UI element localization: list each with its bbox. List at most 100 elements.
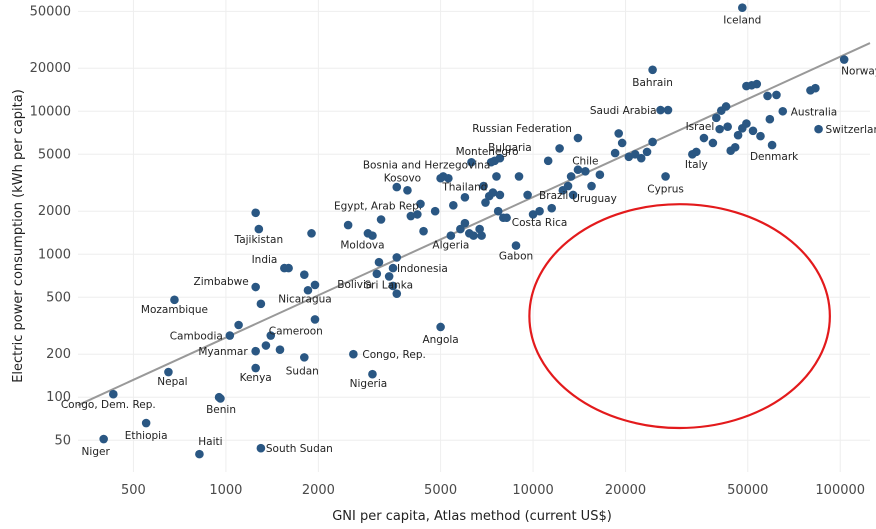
point-label: Myanmar: [198, 346, 248, 358]
x-axis-title: GNI per capita, Atlas method (current US…: [332, 509, 612, 524]
y-tick-label: 50000: [30, 4, 71, 19]
data-point: [99, 434, 108, 444]
data-point: [436, 322, 445, 332]
data-point: [460, 193, 470, 202]
point-label: Mozambique: [141, 304, 208, 316]
point-label: Cameroon: [269, 326, 323, 338]
data-point: [547, 203, 557, 213]
data-point: [723, 122, 732, 131]
data-point: [195, 449, 204, 459]
y-tick-label: 2000: [38, 204, 71, 219]
point-label: Russian Federation: [472, 123, 572, 135]
data-point: [581, 167, 590, 176]
data-point: [648, 65, 657, 75]
data-point: [748, 126, 758, 136]
data-point: [528, 210, 538, 219]
data-point: [587, 181, 596, 191]
point-label: Benin: [206, 404, 236, 416]
x-tick-label: 5000: [424, 483, 457, 498]
point-label: Sri Lanka: [365, 280, 414, 292]
y-tick-label: 200: [46, 347, 71, 362]
data-point: [610, 148, 620, 158]
data-point: [839, 55, 849, 64]
data-point: [752, 79, 762, 89]
data-point: [811, 83, 820, 93]
point-label: Cyprus: [647, 183, 684, 195]
data-point: [251, 282, 260, 292]
point-label: Haiti: [198, 436, 222, 448]
data-point: [384, 272, 394, 281]
annotation-layer: [528, 203, 831, 430]
data-point: [492, 172, 501, 181]
point-label: Saudi Arabia: [590, 105, 657, 117]
y-tick-label: 1000: [38, 247, 71, 262]
data-point: [661, 172, 670, 181]
data-point: [303, 285, 313, 295]
data-point: [234, 320, 243, 330]
point-label: Egypt, Arab Rep.: [334, 200, 422, 212]
data-point: [430, 206, 440, 216]
y-tick-label: 5000: [38, 147, 71, 162]
point-label: Cambodia: [170, 331, 223, 343]
data-point: [733, 130, 743, 140]
data-point: [343, 220, 353, 230]
data-point: [446, 231, 456, 240]
data-point: [310, 280, 320, 290]
data-point: [456, 224, 465, 234]
data-point: [251, 208, 260, 218]
data-point: [543, 156, 553, 166]
trend-line: [77, 42, 871, 407]
data-point: [403, 186, 412, 195]
data-point: [595, 170, 605, 180]
data-point: [742, 119, 751, 128]
data-point: [708, 138, 718, 148]
data-point: [251, 363, 260, 373]
point-label: Kosovo: [384, 172, 421, 184]
data-point: [392, 253, 402, 262]
data-point: [514, 172, 524, 181]
data-point: [481, 198, 490, 207]
data-point: [376, 215, 386, 224]
point-label: Italy: [685, 159, 708, 171]
data-point: [436, 173, 445, 183]
data-point: [568, 190, 578, 200]
annotation-ellipse: [528, 203, 831, 430]
point-label: Algeria: [432, 240, 469, 252]
y-tick-label: 50: [54, 433, 71, 448]
data-point: [256, 299, 266, 309]
data-point: [699, 133, 709, 143]
data-point: [251, 346, 260, 356]
data-point: [712, 113, 721, 123]
data-point: [765, 114, 775, 124]
data-point: [642, 147, 652, 157]
data-point: [814, 124, 823, 134]
data-point: [778, 106, 788, 116]
point-label: Bosnia and Herzegovina: [363, 159, 491, 171]
x-tick-label: 100000: [815, 483, 865, 498]
data-point: [614, 129, 623, 138]
data-point: [449, 200, 458, 210]
data-point: [555, 144, 564, 153]
data-point: [573, 165, 583, 175]
data-point: [469, 231, 478, 240]
data-point: [648, 137, 657, 147]
point-label: Tajikistan: [234, 234, 284, 246]
data-point: [767, 140, 777, 150]
point-label: Thailand: [441, 181, 487, 193]
data-point: [636, 153, 646, 163]
point-label: Indonesia: [397, 263, 448, 275]
point-label: Australia: [791, 106, 837, 118]
point-label: Switzerland: [826, 124, 876, 136]
data-point: [368, 231, 377, 240]
data-point: [261, 341, 271, 350]
point-label: Bulgaria: [488, 142, 532, 154]
data-point: [523, 190, 532, 200]
data-point: [756, 131, 765, 141]
point-label: Congo, Rep.: [362, 349, 425, 361]
y-tick-label: 10000: [30, 104, 71, 119]
data-point: [475, 224, 484, 234]
point-label: Niger: [82, 446, 111, 458]
data-point: [275, 345, 285, 355]
data-point: [225, 331, 235, 340]
